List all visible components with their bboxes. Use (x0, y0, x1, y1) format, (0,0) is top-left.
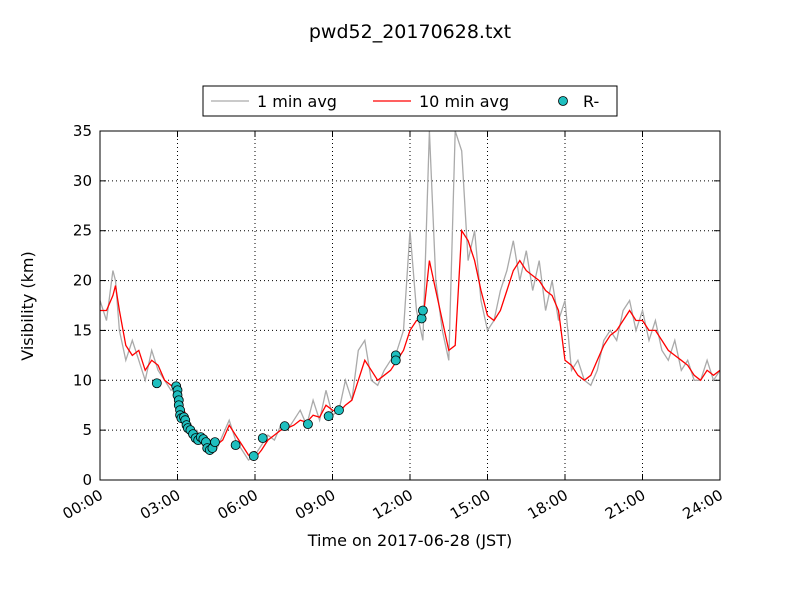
x-tick-label: 06:00 (215, 486, 261, 523)
point (210, 437, 220, 448)
legend-label: 10 min avg (419, 92, 509, 111)
point (416, 313, 427, 324)
y-tick-label: 15 (73, 321, 92, 339)
x-tick-label: 24:00 (680, 486, 726, 523)
y-tick-label: 5 (82, 421, 92, 439)
x-axis-label: Time on 2017-06-28 (JST) (307, 531, 512, 550)
y-tick-label: 30 (73, 172, 92, 190)
x-tick-label: 00:00 (60, 486, 106, 523)
y-tick-label: 0 (82, 471, 92, 489)
point (230, 440, 241, 451)
point (248, 451, 259, 461)
x-tick-label: 15:00 (447, 486, 493, 523)
chart-title: pwd52_20170628.txt (309, 21, 511, 43)
point (334, 405, 344, 416)
line (100, 131, 720, 462)
x-tick-label: 12:00 (370, 486, 416, 523)
y-tick-label: 25 (73, 222, 92, 240)
x-tick-label: 18:00 (525, 486, 571, 523)
x-tick-label: 21:00 (602, 486, 648, 523)
point (303, 419, 313, 430)
y-tick-label: 10 (73, 371, 92, 389)
legend-label: R- (583, 92, 599, 111)
legend-marker (558, 96, 568, 106)
plot-frame (99, 130, 721, 481)
y-tick-label: 35 (73, 122, 92, 140)
y-tick-label: 20 (73, 272, 92, 290)
point (323, 411, 334, 422)
point (151, 378, 162, 389)
x-tick-label: 03:00 (137, 486, 183, 523)
point (390, 355, 401, 366)
point (418, 305, 428, 316)
x-tick-label: 09:00 (292, 486, 338, 523)
point (257, 433, 268, 444)
point (279, 421, 290, 432)
y-axis-label: Visibility (km) (18, 251, 37, 360)
legend-label: 1 min avg (257, 92, 337, 111)
